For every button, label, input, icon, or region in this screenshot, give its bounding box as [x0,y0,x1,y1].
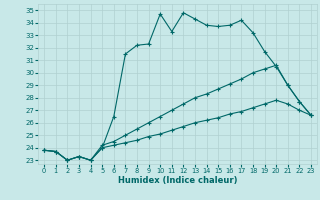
X-axis label: Humidex (Indice chaleur): Humidex (Indice chaleur) [118,176,237,185]
